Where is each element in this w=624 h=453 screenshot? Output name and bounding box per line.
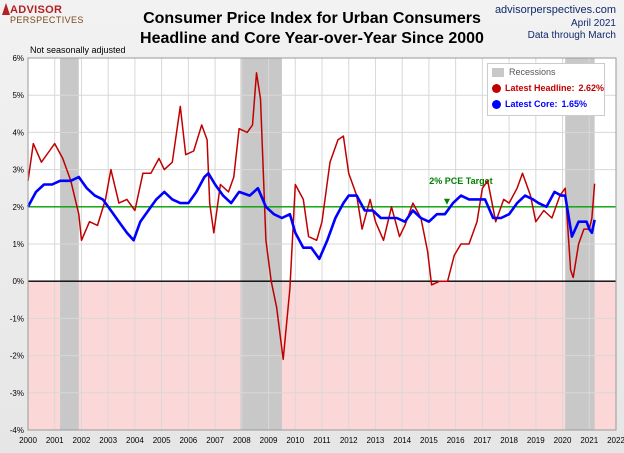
y-tick-label-9: 5% bbox=[12, 91, 24, 100]
y-tick-label-3: -1% bbox=[10, 314, 24, 323]
legend-core: Latest Core: 1.65% bbox=[492, 99, 587, 109]
x-tick-label-12: 2012 bbox=[340, 436, 358, 445]
y-tick-label-1: -3% bbox=[10, 389, 24, 398]
logo-line2: PERSPECTIVES bbox=[10, 15, 84, 25]
x-tick-label-15: 2015 bbox=[420, 436, 438, 445]
x-tick-label-7: 2007 bbox=[206, 436, 224, 445]
recession-swatch-icon bbox=[492, 67, 504, 77]
legend-recessions-label: Recessions bbox=[509, 67, 556, 77]
y-tick-label-4: 0% bbox=[12, 277, 24, 286]
legend-headline: Latest Headline: 2.62% bbox=[492, 83, 604, 93]
legend-headline-value: 2.62% bbox=[578, 83, 605, 93]
y-tick-label-7: 3% bbox=[12, 166, 24, 175]
x-tick-label-2: 2002 bbox=[73, 436, 91, 445]
x-tick-label-3: 2003 bbox=[99, 436, 117, 445]
plot-border bbox=[27, 57, 617, 431]
series-headline-line bbox=[27, 72, 596, 361]
legend-core-value: 1.65% bbox=[561, 99, 588, 109]
y-tick-label-0: -4% bbox=[10, 426, 24, 435]
logo-line1: ADVISOR bbox=[10, 4, 63, 16]
x-tick-label-5: 2005 bbox=[153, 436, 171, 445]
y-tick-label-5: 1% bbox=[12, 240, 24, 249]
site-name: advisorperspectives.com bbox=[494, 4, 616, 16]
y-tick-label-6: 2% bbox=[12, 203, 24, 212]
x-tick-label-10: 2010 bbox=[286, 436, 304, 445]
x-tick-label-8: 2008 bbox=[233, 436, 251, 445]
x-tick-label-6: 2006 bbox=[179, 436, 197, 445]
x-tick-label-14: 2014 bbox=[393, 436, 411, 445]
x-tick-label-17: 2017 bbox=[473, 436, 491, 445]
y-tick-label-8: 4% bbox=[12, 128, 24, 137]
legend-headline-label: Latest Headline: bbox=[505, 83, 575, 93]
y-tick-label-2: -2% bbox=[10, 352, 24, 361]
target-arrow-icon bbox=[443, 198, 450, 205]
x-tick-label-9: 2009 bbox=[260, 436, 278, 445]
target-label: 2% PCE Target bbox=[429, 176, 492, 186]
x-tick-label-22: 2022 bbox=[607, 436, 624, 445]
x-tick-label-0: 2000 bbox=[19, 436, 37, 445]
logo-icon bbox=[2, 3, 10, 15]
chart-title: Consumer Price Index for Urban Consumers bbox=[143, 10, 481, 27]
x-tick-label-20: 2020 bbox=[554, 436, 572, 445]
chart-subtitle: Headline and Core Year-over-Year Since 2… bbox=[140, 30, 484, 47]
x-tick-label-16: 2016 bbox=[447, 436, 465, 445]
x-tick-label-11: 2011 bbox=[313, 436, 331, 445]
legend: Recessions Latest Headline: 2.62% Latest… bbox=[487, 63, 605, 116]
x-tick-label-18: 2018 bbox=[500, 436, 518, 445]
x-tick-label-21: 2021 bbox=[580, 436, 598, 445]
headline-dot-icon bbox=[492, 83, 501, 93]
through-line: Data through March bbox=[527, 30, 616, 41]
x-tick-label-4: 2004 bbox=[126, 436, 144, 445]
legend-core-label: Latest Core: bbox=[505, 99, 558, 109]
core-dot-icon bbox=[492, 99, 501, 109]
seasonal-note: Not seasonally adjusted bbox=[30, 45, 126, 55]
y-tick-label-10: 6% bbox=[12, 54, 24, 63]
x-tick-label-13: 2013 bbox=[367, 436, 385, 445]
x-tick-label-1: 2001 bbox=[46, 436, 64, 445]
date-line: April 2021 bbox=[570, 18, 616, 29]
series-core-line bbox=[26, 172, 596, 261]
legend-recessions: Recessions bbox=[492, 67, 556, 77]
x-tick-label-19: 2019 bbox=[527, 436, 545, 445]
